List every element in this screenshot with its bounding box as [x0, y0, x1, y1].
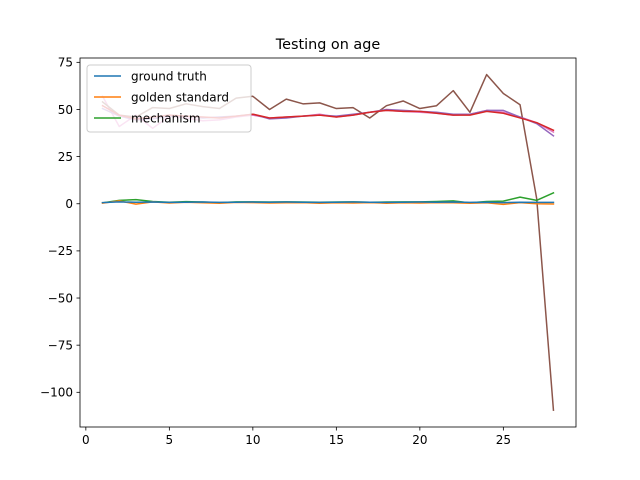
x-tick-label: 15	[329, 433, 344, 447]
x-tick-label: 0	[82, 433, 90, 447]
x-tick-label: 10	[245, 433, 260, 447]
y-tick-label: −50	[48, 291, 73, 305]
x-tick-label: 20	[412, 433, 427, 447]
y-tick-label: 75	[58, 56, 73, 70]
chart-title: Testing on age	[275, 37, 381, 53]
y-tick-label: 0	[65, 197, 73, 211]
y-tick-label: −25	[48, 244, 73, 258]
y-tick-label: 25	[58, 150, 73, 164]
legend: ground truth golden standard mechanism	[86, 64, 252, 133]
axes-frame	[79, 57, 577, 428]
legend-label: mechanism	[131, 111, 201, 125]
y-tick-label: 50	[58, 103, 73, 117]
y-tick-label: −75	[48, 338, 73, 352]
series-line-0	[101, 201, 555, 204]
x-tick-label: 5	[166, 433, 174, 447]
legend-label: ground truth	[131, 69, 207, 83]
y-tick-label: −100	[40, 386, 73, 400]
legend-box	[86, 64, 252, 133]
axes-layer: 0 5 10 15 20 25 75 50 25 0 −25 −50 −75 −100	[40, 56, 577, 447]
legend-label: golden standard	[131, 90, 229, 104]
x-tick-label: 25	[496, 433, 511, 447]
